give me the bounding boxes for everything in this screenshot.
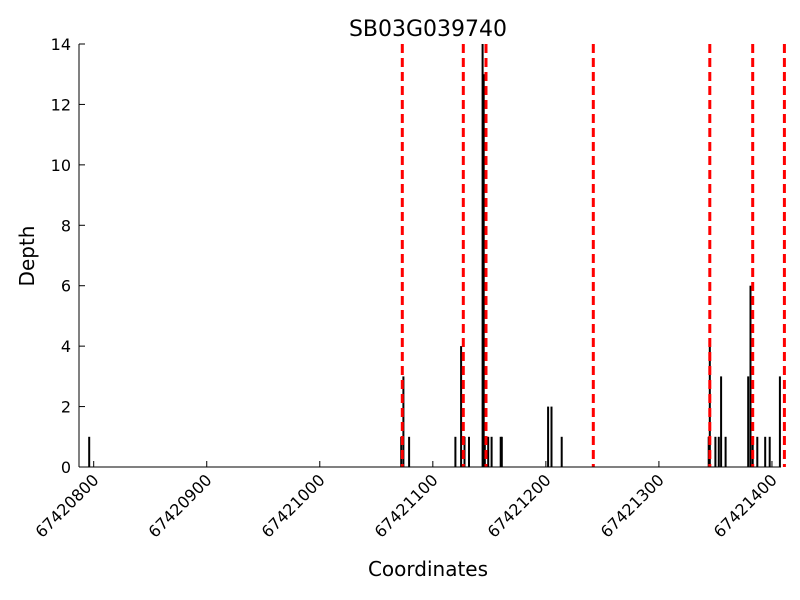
axes (78, 44, 781, 468)
x-tick-label: 67421000 (258, 470, 329, 541)
chart-title: SB03G039740 (349, 17, 507, 42)
depth-bar (550, 406, 553, 467)
depth-bar (547, 406, 550, 467)
x-axis-label: Coordinates (368, 557, 488, 581)
depth-bar (499, 436, 502, 467)
depth-bar (460, 346, 463, 467)
depth-bar (717, 436, 720, 467)
y-axis-label: Depth (15, 226, 39, 287)
depth-bar (490, 436, 493, 467)
depth-bar (560, 436, 563, 467)
depth-bar (500, 436, 503, 467)
depth-bar (756, 436, 759, 467)
depth-bar (408, 436, 411, 467)
depth-bar (88, 436, 91, 467)
y-tick-label: 2 (61, 398, 71, 417)
depth-bar (708, 346, 711, 467)
x-ticks: 67420800 67420900 67421000 67421100 67421200… (32, 461, 781, 541)
depth-bar (724, 436, 727, 467)
depth-bar (778, 376, 781, 467)
depth-bar (402, 376, 405, 467)
y-tick-label: 10 (51, 156, 71, 175)
x-tick-label: 67421400 (710, 470, 781, 541)
depth-bar (747, 376, 750, 467)
y-tick-label: 4 (61, 337, 71, 356)
x-tick-label: 67421300 (597, 470, 668, 541)
depth-bar (749, 285, 752, 467)
depth-bar (487, 436, 490, 467)
y-tick-label: 0 (61, 458, 71, 477)
y-ticks: 0 2 4 6 8 10 12 14 (51, 35, 85, 477)
bars-layer (88, 44, 781, 467)
depth-bar (468, 436, 470, 467)
depth-bar (454, 436, 457, 467)
marker-lines-layer (400, 44, 786, 467)
x-tick-label: 67420800 (32, 470, 103, 541)
x-tick-label: 67420900 (145, 470, 216, 541)
depth-bar (481, 44, 484, 467)
y-tick-label: 14 (51, 35, 71, 54)
depth-bar (764, 436, 767, 467)
depth-bar (720, 376, 723, 467)
depth-bar (482, 74, 485, 467)
x-tick-label: 67421100 (371, 470, 442, 541)
depth-bar (714, 436, 717, 467)
y-tick-label: 12 (51, 95, 71, 114)
y-tick-label: 6 (61, 277, 71, 296)
x-tick-label: 67421200 (484, 470, 555, 541)
y-tick-label: 8 (61, 216, 71, 235)
depth-bar (768, 436, 771, 467)
